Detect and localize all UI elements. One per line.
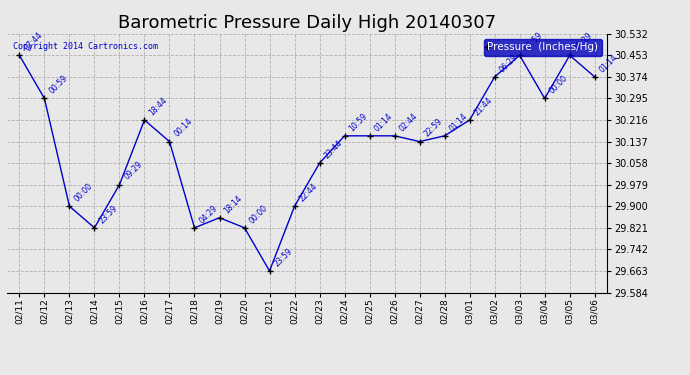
Text: 18:29: 18:29 (573, 31, 594, 52)
Pressure  (Inches/Hg) (115, 183, 124, 187)
Text: 09:29: 09:29 (122, 160, 144, 182)
Text: 00:14: 00:14 (172, 117, 194, 139)
Text: 01:14: 01:14 (447, 111, 469, 133)
Pressure  (Inches/Hg) (491, 75, 499, 79)
Pressure  (Inches/Hg) (266, 268, 274, 273)
Text: 18:14: 18:14 (222, 193, 244, 215)
Text: 07:44: 07:44 (22, 31, 44, 52)
Pressure  (Inches/Hg) (391, 134, 399, 138)
Pressure  (Inches/Hg) (466, 118, 474, 122)
Pressure  (Inches/Hg) (15, 53, 23, 58)
Text: 00:59: 00:59 (47, 74, 69, 96)
Text: 00:00: 00:00 (247, 203, 269, 225)
Pressure  (Inches/Hg) (215, 216, 224, 220)
Text: 02:44: 02:44 (397, 111, 420, 133)
Text: 00:00: 00:00 (547, 74, 569, 96)
Text: 22:44: 22:44 (297, 182, 319, 204)
Pressure  (Inches/Hg) (166, 140, 174, 144)
Text: 01:14: 01:14 (373, 111, 394, 133)
Text: 06:29: 06:29 (497, 52, 520, 74)
Text: 04:29: 04:29 (197, 203, 219, 225)
Text: 23:44: 23:44 (322, 138, 344, 160)
Pressure  (Inches/Hg) (190, 226, 199, 230)
Text: 21:44: 21:44 (473, 96, 494, 117)
Pressure  (Inches/Hg) (66, 204, 74, 209)
Pressure  (Inches/Hg) (366, 134, 374, 138)
Pressure  (Inches/Hg) (566, 53, 574, 58)
Pressure  (Inches/Hg) (540, 96, 549, 101)
Pressure  (Inches/Hg) (591, 75, 599, 79)
Text: 23:59: 23:59 (273, 246, 294, 268)
Text: 05:59: 05:59 (522, 31, 544, 52)
Pressure  (Inches/Hg) (340, 134, 348, 138)
Pressure  (Inches/Hg) (515, 53, 524, 58)
Title: Barometric Pressure Daily High 20140307: Barometric Pressure Daily High 20140307 (118, 14, 496, 32)
Pressure  (Inches/Hg) (90, 226, 99, 230)
Pressure  (Inches/Hg) (315, 161, 324, 165)
Pressure  (Inches/Hg) (40, 96, 48, 101)
Pressure  (Inches/Hg) (415, 140, 424, 144)
Pressure  (Inches/Hg) (140, 118, 148, 122)
Text: 23:59: 23:59 (97, 203, 119, 225)
Text: 18:44: 18:44 (147, 96, 169, 117)
Pressure  (Inches/Hg) (290, 204, 299, 209)
Text: 10:59: 10:59 (347, 111, 369, 133)
Text: 22:59: 22:59 (422, 117, 444, 139)
Legend: Pressure  (Inches/Hg): Pressure (Inches/Hg) (484, 39, 602, 56)
Pressure  (Inches/Hg) (240, 226, 248, 230)
Text: 00:00: 00:00 (72, 182, 94, 204)
Text: Copyright 2014 Cartronics.com: Copyright 2014 Cartronics.com (13, 42, 158, 51)
Line: Pressure  (Inches/Hg): Pressure (Inches/Hg) (17, 53, 598, 274)
Text: 01:14: 01:14 (598, 53, 619, 74)
Pressure  (Inches/Hg) (440, 134, 449, 138)
